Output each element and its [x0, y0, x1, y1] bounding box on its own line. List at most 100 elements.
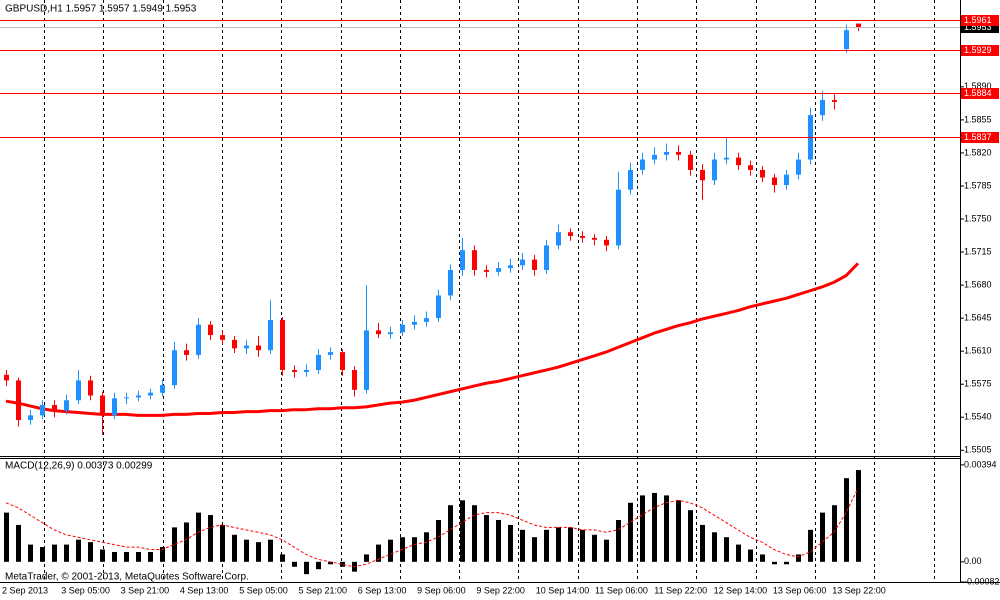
- macd-bar: [340, 561, 345, 567]
- macd-bar: [304, 561, 309, 575]
- macd-bar: [316, 561, 321, 570]
- candle-body: [76, 380, 81, 401]
- macd-bar: [376, 544, 381, 562]
- level-label: 1.5837: [964, 132, 992, 142]
- candle-body: [460, 250, 465, 270]
- candle-body: [268, 320, 273, 351]
- macd-bar: [604, 539, 609, 562]
- macd-bar: [484, 515, 489, 562]
- candle-body: [616, 189, 621, 246]
- candle-body: [40, 404, 45, 416]
- candle-body: [172, 350, 177, 386]
- vertical-grid: [44, 0, 935, 582]
- candle-body: [28, 415, 33, 421]
- candle-body: [520, 259, 525, 266]
- signal-line: [5, 488, 859, 568]
- y-tick-label: 1.5890: [964, 81, 992, 91]
- candle-body: [16, 380, 21, 421]
- y-tick-label: 1.5820: [964, 147, 992, 157]
- macd-bar: [16, 524, 21, 562]
- x-tick-label: 5 Sep 21:00: [299, 585, 348, 595]
- candle-body: [52, 404, 57, 411]
- candle-body: [772, 177, 777, 186]
- macd-bar: [460, 500, 465, 562]
- macd-bar: [136, 551, 141, 562]
- macd-bar: [124, 551, 129, 562]
- indicator-title: MACD(12,26,9) 0.00373 0.00299: [5, 461, 153, 472]
- macd-bar: [184, 522, 189, 562]
- candle-body: [184, 350, 189, 355]
- candle-body: [4, 374, 9, 381]
- y-tick-label: -0.00082: [964, 576, 1000, 586]
- candle-body: [700, 169, 705, 181]
- candle-body: [316, 354, 321, 371]
- y-tick-label: 1.5540: [964, 412, 992, 422]
- macd-bar: [100, 549, 105, 562]
- candle-body: [412, 321, 417, 325]
- candle-body: [352, 370, 357, 390]
- macd-bar: [292, 561, 297, 567]
- candle-body: [436, 295, 441, 319]
- candle-body: [244, 345, 249, 349]
- x-tick-label: 13 Sep 22:00: [832, 585, 886, 595]
- y-tick-label: 1.5645: [964, 312, 992, 322]
- macd-bar: [364, 554, 369, 562]
- copyright: MetaTrader, © 2001-2013, MetaQuotes Soft…: [5, 572, 249, 583]
- macd-bar: [448, 505, 453, 562]
- candle-body: [400, 324, 405, 333]
- macd-bar: [88, 542, 93, 562]
- macd-bar: [244, 539, 249, 562]
- candle-body: [580, 235, 585, 238]
- macd-bar: [808, 529, 813, 562]
- candle-body: [64, 400, 69, 411]
- macd-bar: [556, 527, 561, 562]
- macd-bar: [760, 554, 765, 562]
- level-label: 1.5929: [964, 45, 992, 55]
- macd-bar: [196, 512, 201, 562]
- chart-title: GBPUSD,H1 1.5957 1.5957 1.5949 1.5953: [5, 4, 197, 15]
- candle-body: [640, 159, 645, 170]
- candle-body: [604, 239, 609, 246]
- macd-bar: [856, 470, 861, 562]
- x-tick-label: 9 Sep 06:00: [417, 585, 466, 595]
- macd-bar: [532, 537, 537, 562]
- plot-area: [0, 20, 960, 575]
- macd-bar: [208, 515, 213, 562]
- x-tick-label: 3 Sep 05:00: [61, 585, 110, 595]
- candle-body: [760, 169, 765, 178]
- x-tick-label: 6 Sep 13:00: [358, 585, 407, 595]
- candle-body: [664, 151, 669, 155]
- y-tick-label: 1.5855: [964, 114, 992, 124]
- bid-label: 1.5953: [964, 22, 992, 32]
- x-tick-label: 12 Sep 14:00: [714, 585, 768, 595]
- x-tick-label: 13 Sep 06:00: [773, 585, 827, 595]
- candle-body: [748, 165, 753, 170]
- level-label: 1.5884: [964, 88, 992, 98]
- level-label: 1.5961: [964, 15, 992, 25]
- candle-body: [148, 392, 153, 396]
- macd-bar: [520, 529, 525, 562]
- macd-bar: [472, 505, 477, 562]
- x-tick-label: 11 Sep 22:00: [654, 585, 707, 595]
- candle-body: [724, 157, 729, 160]
- macd-bar: [820, 512, 825, 562]
- candle-body: [232, 339, 237, 349]
- macd-bar: [700, 524, 705, 562]
- macd-bar: [784, 561, 789, 565]
- candle-body: [364, 330, 369, 390]
- macd-bar: [268, 539, 273, 562]
- y-tick-label: 1.5785: [964, 180, 992, 190]
- candle-body: [652, 154, 657, 160]
- y-tick-label: 0.00: [964, 556, 982, 566]
- macd-bar: [844, 478, 849, 562]
- x-tick-label: 4 Sep 13:00: [180, 585, 229, 595]
- macd-bar: [76, 539, 81, 562]
- macd-bar: [736, 544, 741, 562]
- macd-bar: [712, 532, 717, 562]
- macd-bar: [544, 529, 549, 562]
- x-tick-label: 9 Sep 22:00: [476, 585, 525, 595]
- bid-label-box: [961, 22, 999, 33]
- candle-body: [628, 169, 633, 190]
